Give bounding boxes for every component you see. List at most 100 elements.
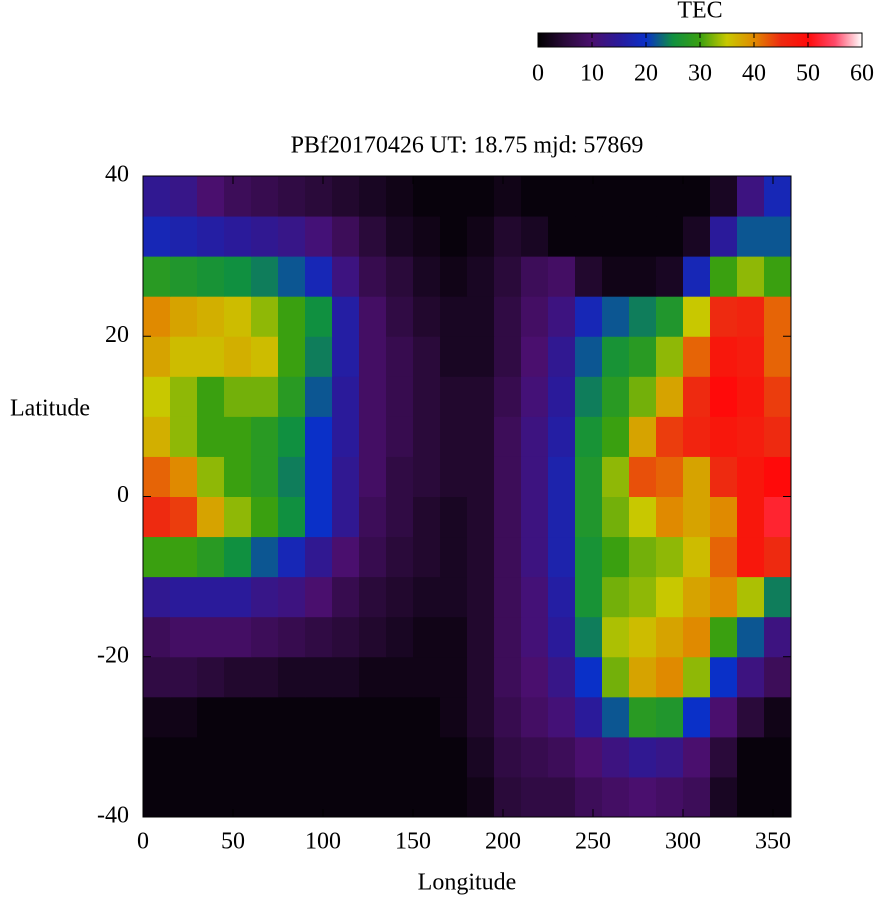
heatmap-cell [143,576,171,618]
heatmap-cell [332,536,360,578]
heatmap-cell [575,296,603,337]
x-axis-label: Longitude [418,870,517,896]
heatmap-cell [224,576,252,618]
heatmap-cell [764,456,792,497]
heatmap-cell [494,256,522,297]
heatmap-cell [575,256,603,297]
heatmap-cell [683,696,711,738]
heatmap-cell [413,736,441,778]
heatmap-cell [386,256,414,297]
heatmap-cell [440,536,468,578]
heatmap-cell [305,536,333,578]
heatmap-cell [710,576,738,618]
heatmap-cell [467,176,495,217]
heatmap-cell [548,256,576,297]
heatmap-cell [737,336,765,377]
heatmap-cell [224,296,252,337]
heatmap-cell [224,376,252,417]
heatmap-cell [359,536,387,578]
heatmap-cell [386,736,414,778]
heatmap-cell [467,296,495,337]
heatmap-cell [764,536,792,578]
heatmap-cell [332,176,360,217]
heatmap-cell [359,296,387,337]
heatmap-cell [521,616,549,658]
x-tick-label: 300 [665,829,701,855]
heatmap-cell [575,536,603,578]
heatmap-cell [575,496,603,538]
heatmap-cell [278,616,306,658]
y-tick-label: 40 [105,162,129,188]
heatmap-cell [413,336,441,377]
heatmap-cell [386,576,414,618]
heatmap-cell [305,616,333,658]
heatmap-cell [467,776,495,818]
heatmap-cell [224,256,252,297]
heatmap-cell [737,456,765,497]
heatmap-cell [548,296,576,337]
heatmap-cell [548,536,576,578]
heatmap-cell [278,776,306,818]
heatmap-cell [683,536,711,578]
heatmap-cell [521,696,549,738]
heatmap-cell [170,416,198,457]
heatmap-cell [521,216,549,257]
heatmap-cell [548,576,576,618]
heatmap-cell [737,576,765,618]
x-tick-label: 100 [305,829,341,855]
heatmap-cell [359,496,387,538]
heatmap-cell [332,456,360,497]
heatmap-cell [467,256,495,297]
heatmap-cell [143,656,171,698]
heatmap-cell [656,776,684,818]
heatmap-cell [359,336,387,377]
heatmap-cell [359,216,387,257]
heatmap-cell [170,776,198,818]
heatmap-cell [440,176,468,217]
heatmap-cell [467,456,495,497]
heatmap-cell [737,696,765,738]
heatmap-cell [602,296,630,337]
heatmap-cell [332,776,360,818]
heatmap-cell [251,776,279,818]
heatmap-cell [197,616,225,658]
heatmap-cell [494,376,522,417]
heatmap-cell [710,696,738,738]
x-tick-label: 250 [575,829,611,855]
heatmap-cell [629,736,657,778]
heatmap-cell [197,736,225,778]
heatmap-cell [413,616,441,658]
heatmap-cell [548,616,576,658]
heatmap-cell [737,496,765,538]
heatmap-cell [251,296,279,337]
heatmap-cell [575,696,603,738]
heatmap-cell [683,456,711,497]
heatmap-cell [575,416,603,457]
heatmap-cell [602,456,630,497]
heatmap-cell [656,456,684,497]
heatmap-cell [305,336,333,377]
heatmap-cell [440,696,468,738]
heatmap-cell [521,576,549,618]
heatmap-cell [413,576,441,618]
heatmap-cell [359,176,387,217]
heatmap-cell [170,376,198,417]
heatmap-cell [629,536,657,578]
colorbar-tick-label: 10 [580,61,604,87]
heatmap-cell [683,216,711,257]
heatmap-cell [494,336,522,377]
heatmap-cell [332,256,360,297]
heatmap-cell [143,496,171,538]
heatmap-cell [737,536,765,578]
heatmap-cell [575,736,603,778]
heatmap-cell [170,216,198,257]
heatmap-cell [521,736,549,778]
heatmap-cell [548,416,576,457]
heatmap-cell [143,296,171,337]
heatmap-cell [656,176,684,217]
heatmap-cell [143,336,171,377]
heatmap-cell [143,216,171,257]
heatmap-cell [602,416,630,457]
heatmap-cell [656,336,684,377]
heatmap-cell [494,496,522,538]
